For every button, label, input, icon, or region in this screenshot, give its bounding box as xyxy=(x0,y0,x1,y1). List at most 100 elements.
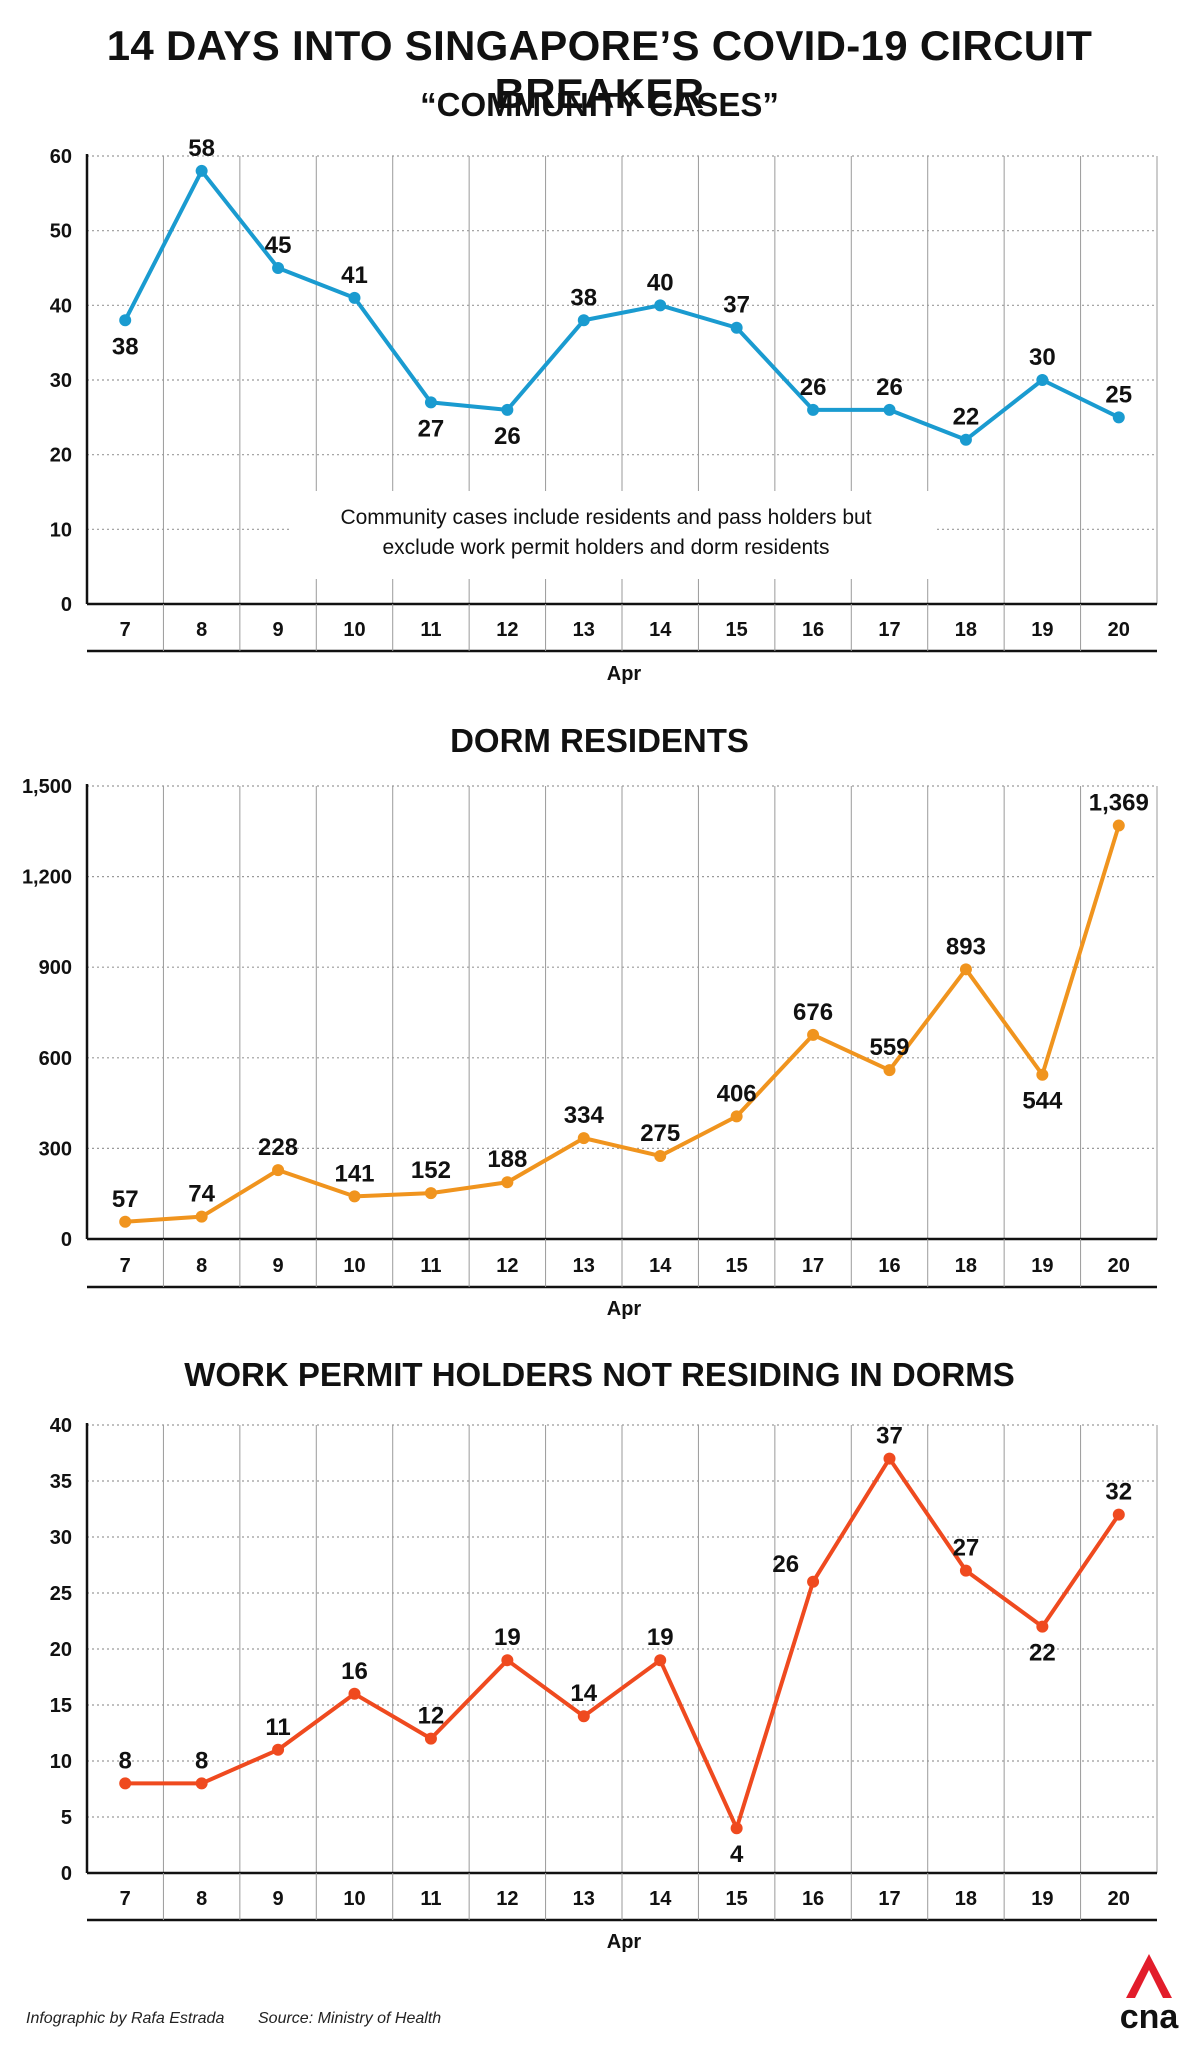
data-point xyxy=(1036,374,1049,386)
data-point xyxy=(959,433,972,446)
data-point xyxy=(730,321,743,334)
data-label: 559 xyxy=(869,1034,909,1061)
cna-logo-icon: cna xyxy=(1120,1954,1180,2034)
x-tick-label: 14 xyxy=(649,1255,672,1277)
x-tick-label: 15 xyxy=(726,1888,748,1910)
data-point xyxy=(195,1777,208,1790)
data-label: 11 xyxy=(265,1714,290,1741)
data-point xyxy=(883,1064,896,1077)
x-axis-label: Apr xyxy=(607,663,642,685)
data-label: 406 xyxy=(717,1080,757,1107)
data-point xyxy=(195,164,208,177)
data-label: 8 xyxy=(119,1747,132,1774)
y-tick-label: 20 xyxy=(50,1639,72,1661)
x-tick-label: 13 xyxy=(573,619,595,641)
series-line xyxy=(125,1456,1121,1831)
data-label: 38 xyxy=(570,284,597,311)
data-label: 26 xyxy=(772,1551,799,1578)
data-label: 275 xyxy=(640,1120,680,1147)
annotation-text: Community cases include residents and pa… xyxy=(340,506,871,529)
x-tick-label: 9 xyxy=(273,619,284,641)
x-axis-label: Apr xyxy=(607,1298,642,1320)
x-tick-label: 19 xyxy=(1031,619,1053,641)
data-point xyxy=(959,1564,972,1577)
logo-mark xyxy=(1126,1954,1172,1998)
footer-credit: Infographic by Rafa Estrada xyxy=(26,2010,225,2027)
y-tick-label: 900 xyxy=(39,957,72,979)
data-point xyxy=(577,1710,590,1723)
y-tick-label: 50 xyxy=(50,221,72,243)
data-point xyxy=(1112,411,1125,424)
x-tick-label: 15 xyxy=(726,1255,748,1277)
x-tick-label: 8 xyxy=(196,1255,207,1277)
data-label: 228 xyxy=(258,1134,298,1161)
y-tick-label: 20 xyxy=(50,445,72,467)
data-label: 544 xyxy=(1022,1088,1063,1115)
chart-2-title: DORM RESIDENTS xyxy=(450,722,749,759)
annotation-text: exclude work permit holders and dorm res… xyxy=(382,536,829,559)
data-label: 188 xyxy=(487,1146,527,1173)
x-tick-label: 10 xyxy=(343,1255,365,1277)
footer-source: Source: Ministry of Health xyxy=(258,2010,442,2027)
data-label: 676 xyxy=(793,999,833,1026)
y-tick-label: 0 xyxy=(61,594,72,616)
x-tick-label: 7 xyxy=(120,619,131,641)
y-tick-label: 30 xyxy=(50,1527,72,1549)
data-point xyxy=(883,403,896,416)
data-label: 334 xyxy=(564,1102,605,1129)
data-point xyxy=(348,291,361,304)
y-tick-label: 40 xyxy=(50,295,72,317)
data-point xyxy=(1112,1508,1125,1521)
x-tick-label: 18 xyxy=(955,1888,977,1910)
y-tick-label: 1,200 xyxy=(22,867,72,889)
data-point xyxy=(807,1028,820,1041)
data-point xyxy=(959,963,972,976)
chart-3: 0 5 10 15 20 25 30 35 40 7 8 9 10 11 12 13 14 15 16 17 18 19 2… xyxy=(50,1415,1158,1953)
y-tick-label: 300 xyxy=(39,1138,72,1160)
data-point xyxy=(272,262,285,274)
data-label: 22 xyxy=(953,404,980,431)
data-point xyxy=(501,403,514,416)
series-line xyxy=(125,824,1121,1224)
y-tick-label: 40 xyxy=(50,1415,72,1437)
data-point xyxy=(348,1687,361,1700)
data-label: 25 xyxy=(1105,381,1132,408)
data-label: 37 xyxy=(723,292,750,319)
data-point xyxy=(119,314,132,327)
data-point xyxy=(654,299,667,312)
y-tick-label: 10 xyxy=(50,519,72,541)
y-tick-label: 0 xyxy=(61,1863,72,1885)
data-point xyxy=(577,314,590,327)
x-tick-label: 18 xyxy=(955,619,977,641)
logo-text: cna xyxy=(1120,1998,1180,2034)
data-point xyxy=(424,1187,437,1200)
annotation-box xyxy=(290,491,935,579)
data-label: 30 xyxy=(1029,344,1056,371)
data-point xyxy=(348,1190,361,1203)
x-tick-label: 15 xyxy=(726,619,748,641)
data-label: 16 xyxy=(341,1658,368,1685)
data-label: 152 xyxy=(411,1157,451,1184)
x-tick-label: 18 xyxy=(955,1255,977,1277)
x-tick-label: 19 xyxy=(1031,1255,1053,1277)
data-label: 893 xyxy=(946,933,986,960)
y-tick-label: 35 xyxy=(50,1471,72,1493)
data-label: 26 xyxy=(876,374,903,401)
data-label: 32 xyxy=(1105,1479,1132,1506)
data-point xyxy=(119,1215,132,1228)
x-tick-label: 12 xyxy=(496,619,518,641)
x-tick-label: 9 xyxy=(273,1255,284,1277)
x-tick-label: 8 xyxy=(196,1888,207,1910)
data-point xyxy=(1036,1068,1049,1081)
x-tick-label: 11 xyxy=(420,619,441,641)
x-tick-label: 14 xyxy=(649,619,672,641)
data-point xyxy=(577,1132,590,1145)
chart-2: 0 300 600 900 1,200 1,500 7 8 9 10 11 12 13 14 15 17 16 1… xyxy=(22,776,1158,1320)
data-label: 19 xyxy=(647,1624,674,1651)
data-point xyxy=(424,1732,437,1745)
data-point xyxy=(272,1743,285,1756)
data-label: 141 xyxy=(334,1160,374,1187)
x-tick-label: 9 xyxy=(273,1888,284,1910)
data-label: 27 xyxy=(418,415,445,442)
